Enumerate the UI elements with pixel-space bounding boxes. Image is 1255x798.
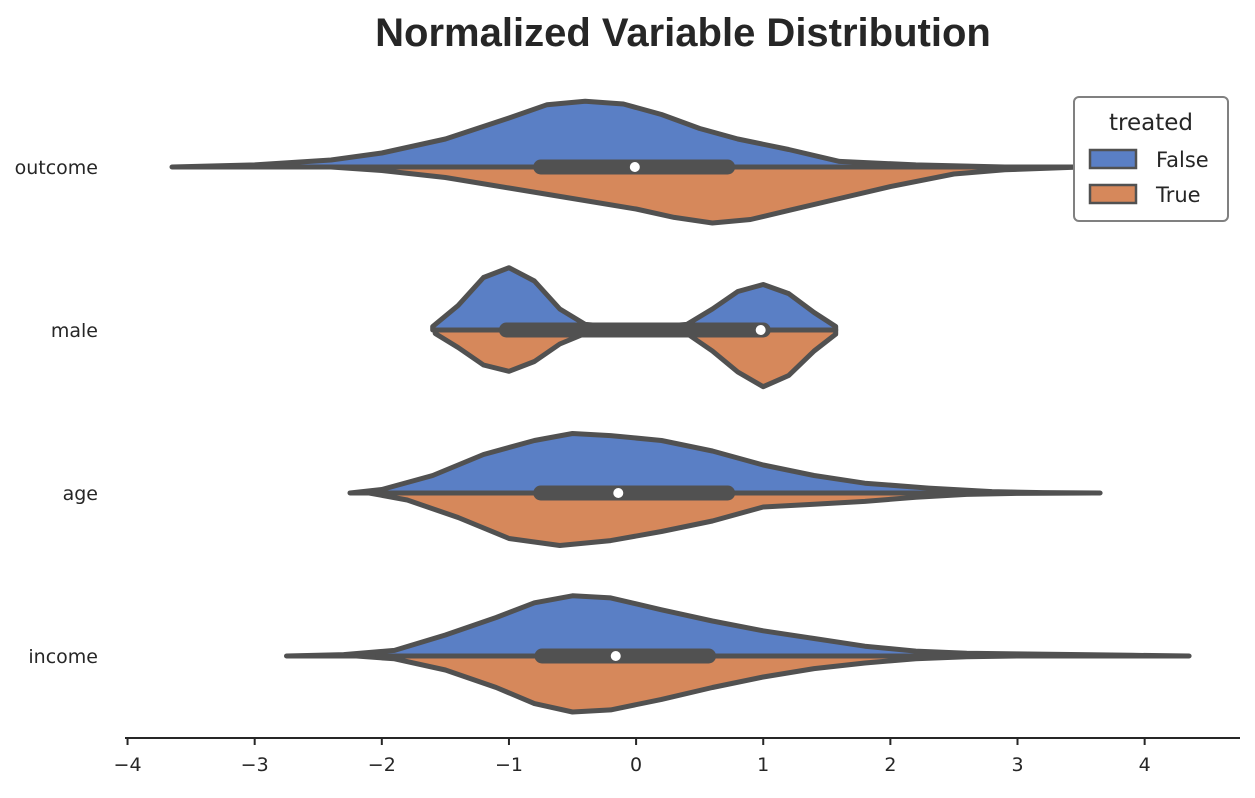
y-tick-label-male: male: [51, 320, 98, 342]
y-tick-label-income: income: [28, 646, 98, 668]
x-tick-label: 2: [884, 754, 896, 776]
legend-swatch-false: [1088, 148, 1138, 170]
x-tick-label: −2: [368, 754, 396, 776]
x-tick-label: −1: [495, 754, 523, 776]
x-tick-label: −3: [241, 754, 269, 776]
violin-age-true: [366, 490, 1097, 548]
boxes-layer: [328, 159, 954, 664]
median-dot-income: [610, 651, 621, 661]
x-tick-label: 0: [630, 754, 642, 776]
x-tick-label: 3: [1011, 754, 1023, 776]
legend-title: treated: [1109, 110, 1193, 136]
violin-income-true: [353, 653, 1020, 715]
x-tick-label: 4: [1139, 754, 1151, 776]
y-axis-labels: outcome male age income: [15, 157, 98, 668]
chart-title: Normalized Variable Distribution: [375, 11, 991, 55]
y-tick-label-outcome: outcome: [15, 157, 98, 179]
violins-layer: [169, 98, 1192, 715]
violin-outcome-false: [169, 98, 1008, 170]
x-tick-label: −4: [114, 754, 142, 776]
median-dot-outcome: [629, 162, 640, 172]
legend: treated False True: [1073, 96, 1229, 222]
violin-male-true: [432, 327, 839, 390]
legend-label-false: False: [1156, 148, 1209, 172]
violin-age-false: [347, 431, 1103, 496]
x-axis: −4 −3 −2 −1 0 1 2 3 4: [114, 737, 1240, 776]
legend-label-true: True: [1155, 183, 1201, 207]
violin-outcome-true: [328, 164, 1084, 226]
y-tick-label-age: age: [63, 483, 98, 505]
legend-swatch-true: [1088, 183, 1138, 205]
median-dot-male: [755, 325, 766, 335]
violin-male-false: [430, 265, 839, 333]
violin-income-false: [284, 593, 1192, 659]
x-tick-label: 1: [757, 754, 769, 776]
median-dot-age: [613, 488, 624, 498]
